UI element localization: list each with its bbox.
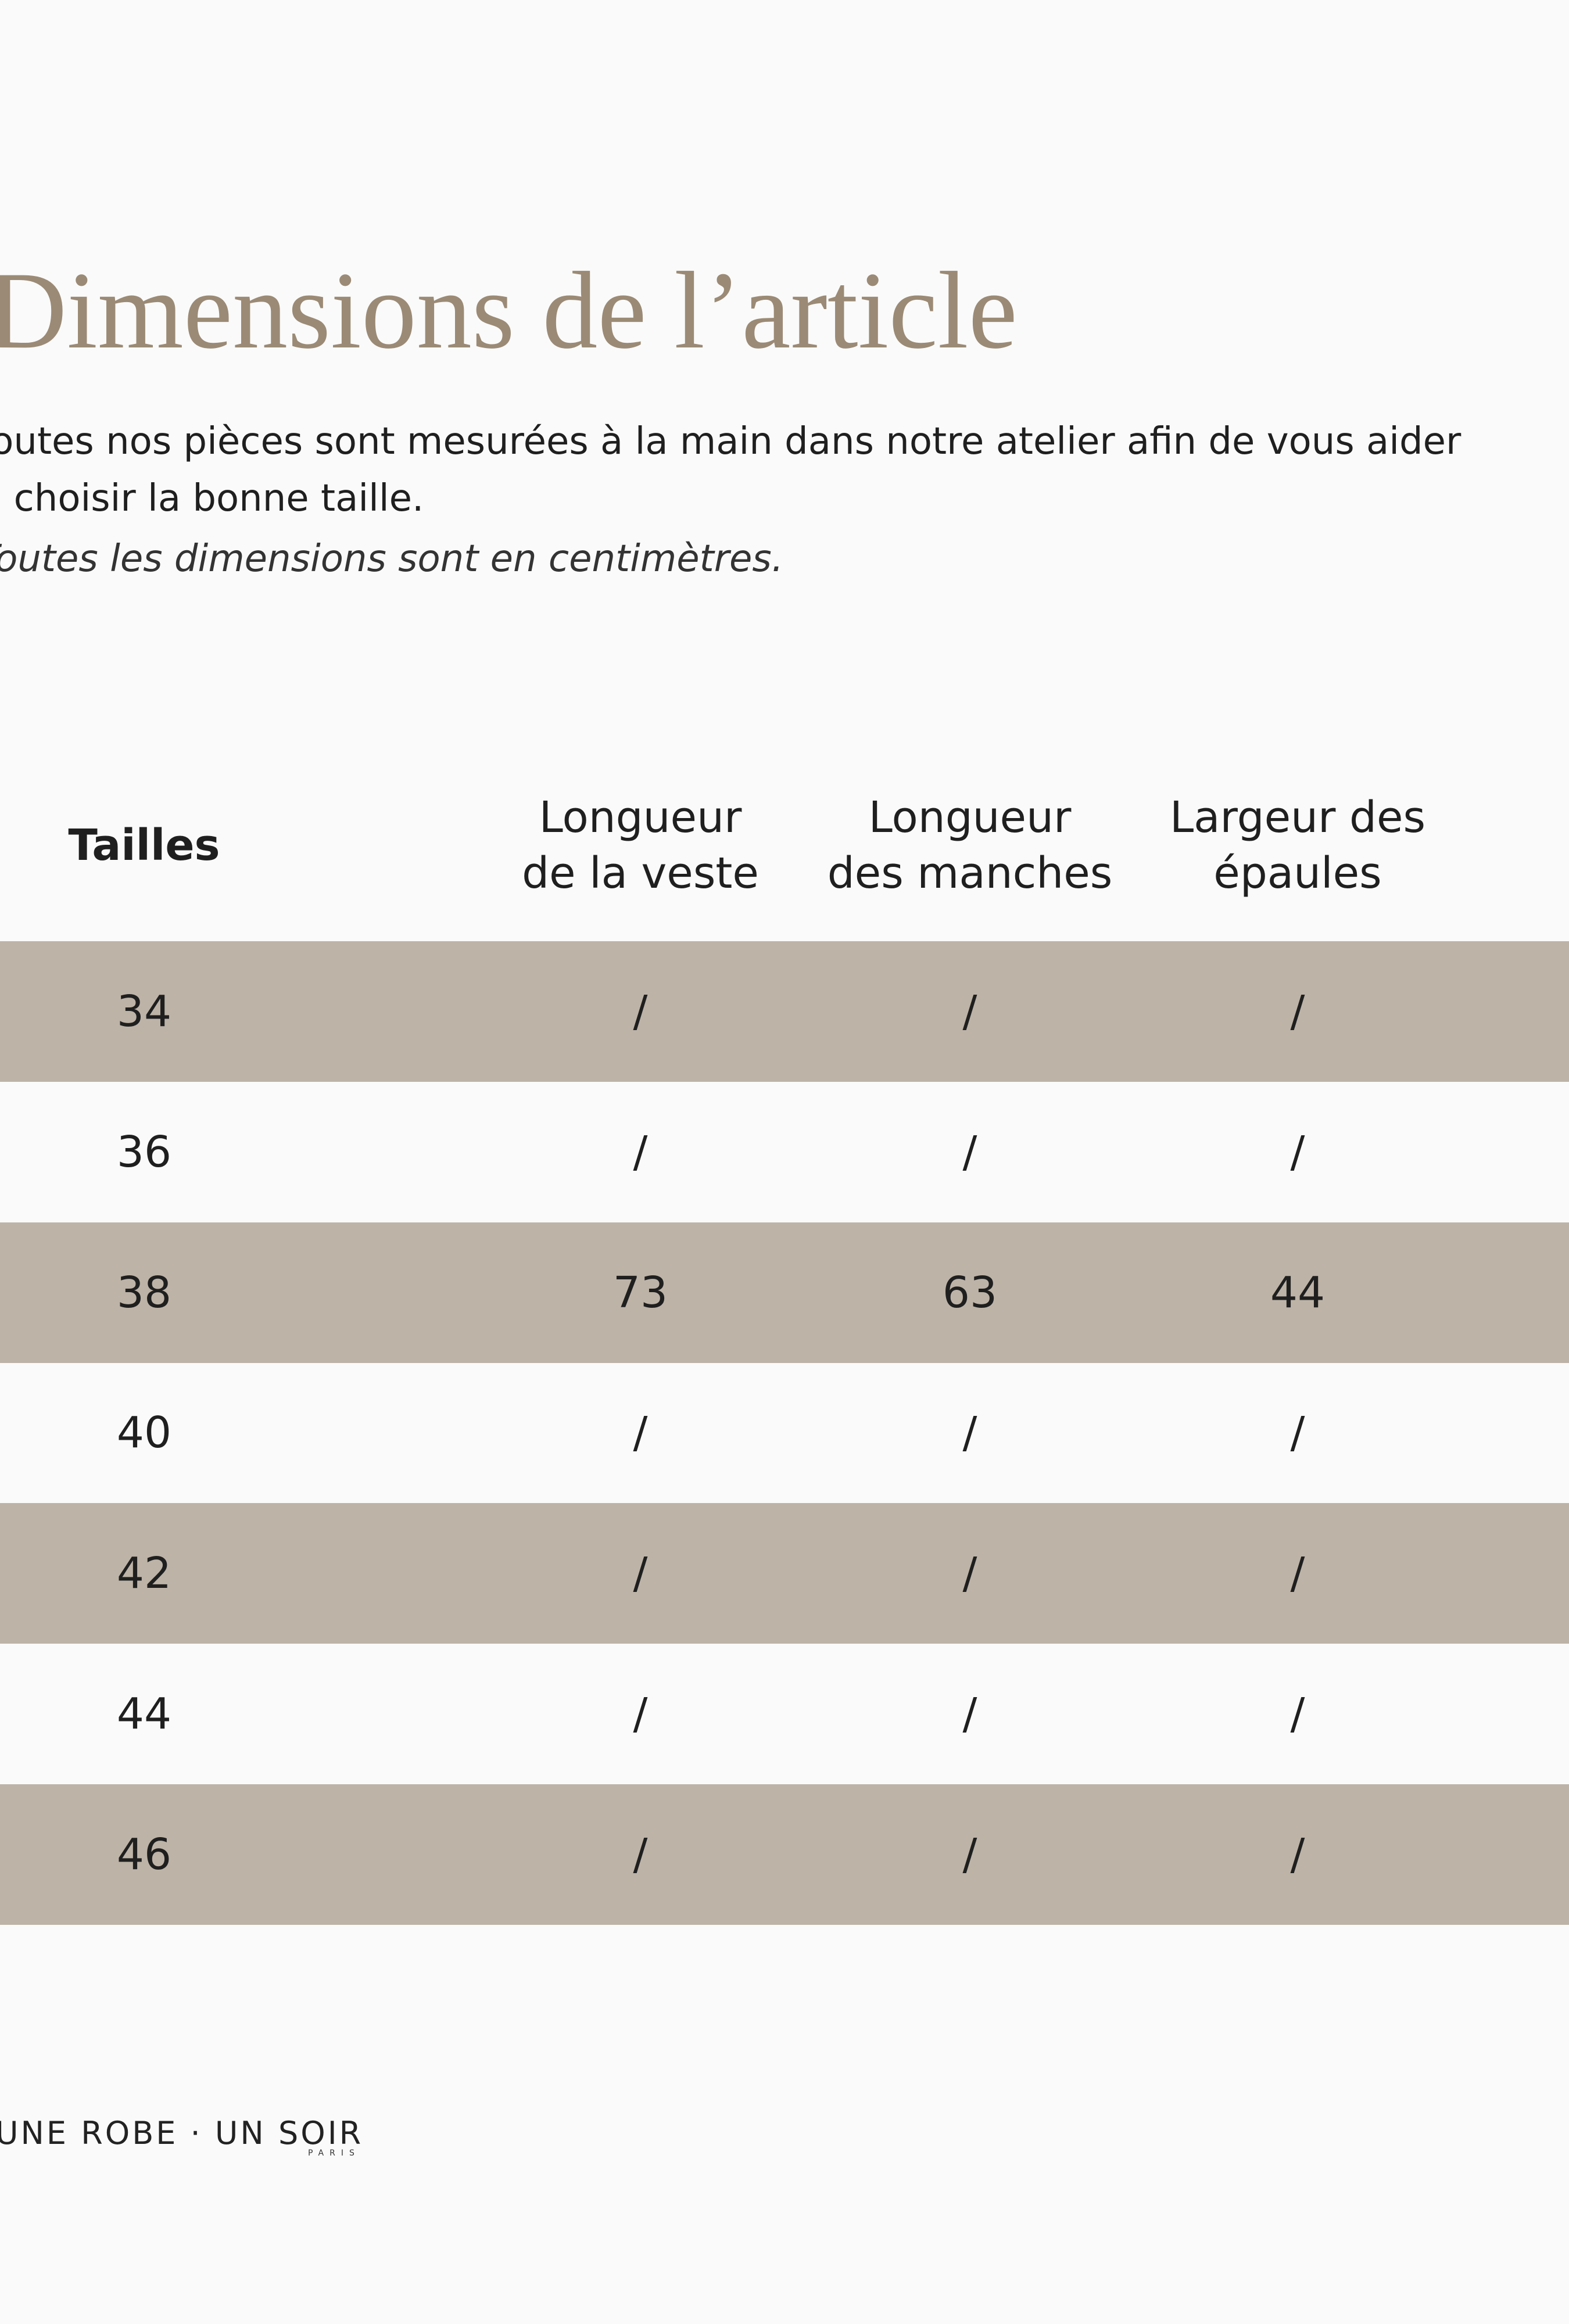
intro-line: à choisir la bonne taille. bbox=[0, 477, 424, 520]
table-cell: 63 bbox=[942, 1267, 998, 1318]
header-line: Longueur bbox=[539, 792, 742, 842]
table-cell: 73 bbox=[612, 1267, 668, 1318]
table-cell: / bbox=[962, 1127, 977, 1177]
table-row bbox=[0, 1644, 1569, 1784]
header-line: des manches bbox=[827, 848, 1113, 898]
header-line: de la veste bbox=[522, 848, 759, 898]
header-line: Largeur des bbox=[1169, 792, 1426, 842]
table-cell: / bbox=[962, 1408, 977, 1458]
table-cell: / bbox=[633, 1548, 648, 1599]
table-cell: / bbox=[633, 1408, 648, 1458]
table-cell: / bbox=[1290, 1829, 1305, 1880]
note: Toutes les dimensions sont en centimètre… bbox=[0, 537, 784, 580]
table-cell: 34 bbox=[116, 986, 172, 1037]
table-cell: 44 bbox=[116, 1688, 172, 1739]
brand-city: PARIS bbox=[308, 2149, 360, 2158]
table-cell: / bbox=[1290, 1408, 1305, 1458]
table-row bbox=[0, 1362, 1569, 1503]
table-cell: / bbox=[1290, 1127, 1305, 1177]
table-cell: 46 bbox=[116, 1829, 172, 1880]
header-line: épaules bbox=[1213, 848, 1382, 898]
column-header: Longueur des manches bbox=[828, 790, 1113, 901]
table-cell: 42 bbox=[116, 1548, 172, 1599]
title: Dimensions de l’article bbox=[0, 250, 1018, 372]
header-line: Longueur bbox=[868, 792, 1072, 842]
column-header: Longueur de la veste bbox=[522, 790, 759, 901]
column-header: Largeur des épaules bbox=[1170, 790, 1425, 901]
table-cell: 40 bbox=[116, 1408, 172, 1458]
table-row bbox=[0, 1082, 1569, 1222]
table-cell: / bbox=[962, 986, 977, 1037]
table-cell: / bbox=[1290, 1688, 1305, 1739]
table-cell: / bbox=[962, 1829, 977, 1880]
table-cell: / bbox=[1290, 1548, 1305, 1599]
table-row bbox=[0, 1784, 1569, 1925]
table-row bbox=[0, 941, 1569, 1082]
table-cell: / bbox=[962, 1548, 977, 1599]
table-row bbox=[0, 1222, 1569, 1363]
column-header: Tailles bbox=[68, 820, 220, 870]
table-cell: 44 bbox=[1270, 1267, 1326, 1318]
table-cell: / bbox=[633, 1829, 648, 1880]
table-cell: 38 bbox=[116, 1267, 172, 1318]
table-cell: / bbox=[1290, 986, 1305, 1037]
table-cell: / bbox=[633, 986, 648, 1037]
brand: UNE ROBE · UN SOIR bbox=[0, 2115, 364, 2151]
intro-line: Toutes nos pièces sont mesurées à la mai… bbox=[0, 420, 1461, 463]
table-cell: / bbox=[633, 1127, 648, 1177]
table-row bbox=[0, 1503, 1569, 1644]
table-cell: / bbox=[633, 1688, 648, 1739]
table-cell: / bbox=[962, 1688, 977, 1739]
table-cell: 36 bbox=[116, 1127, 172, 1177]
